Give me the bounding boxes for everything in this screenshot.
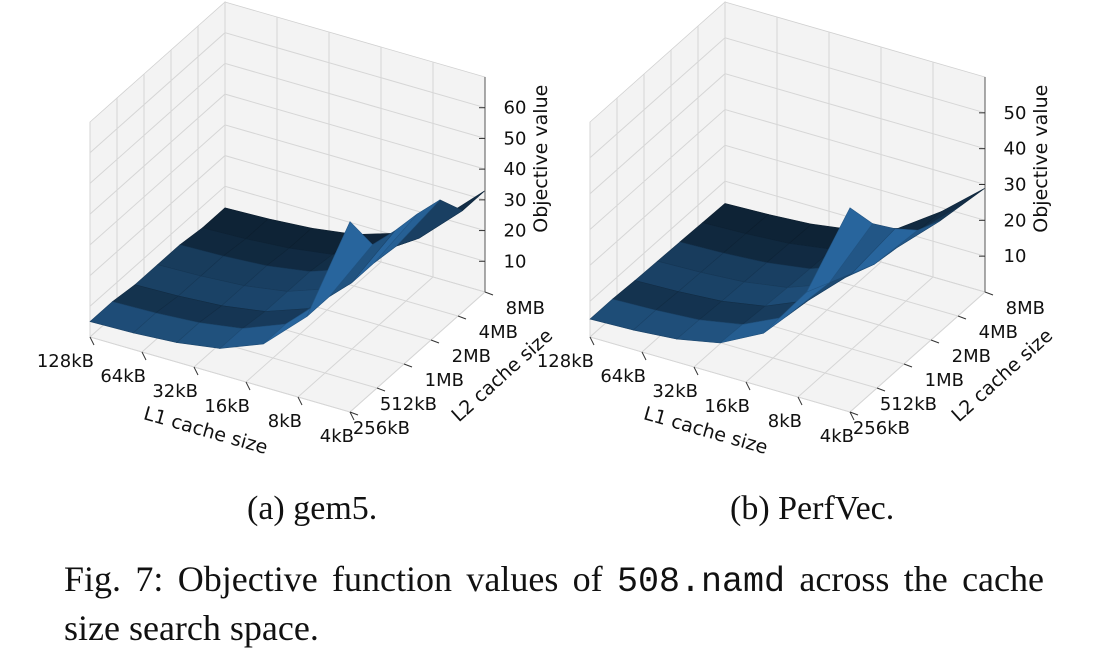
grid-line: [89, 62, 486, 184]
l1-tick-label: 32kB: [652, 381, 698, 402]
l1-tick: [193, 366, 199, 376]
grid-line: [89, 93, 486, 215]
l1-tick-label: 4kB: [820, 426, 854, 447]
l1-tick-label: 64kB: [600, 366, 646, 387]
l2-tick-label: 4MB: [479, 322, 518, 343]
l2-tick-label: 8MB: [506, 298, 545, 319]
l2-tick: [957, 315, 967, 320]
l1-tick: [89, 336, 95, 346]
caption-prefix: Fig. 7: Objective function values of: [64, 559, 618, 599]
z-tick-label: 40: [504, 159, 527, 180]
grid-line: [89, 155, 486, 276]
l1-tick: [349, 411, 355, 421]
l2-tick-label: 512kB: [380, 394, 437, 415]
l2-tick: [849, 411, 859, 416]
z-tick-label: 60: [504, 98, 527, 119]
l2-tick: [403, 363, 413, 368]
figure-caption: Fig. 7: Objective function values of 508…: [64, 556, 1044, 651]
l2-tick: [984, 291, 994, 296]
l1-tick-label: 4kB: [320, 426, 354, 447]
grid-line: [589, 37, 986, 159]
subcaption-perfvec: (b) PerfVec.: [730, 490, 895, 527]
l1-tick: [245, 381, 251, 391]
l1-tick-label: 16kB: [704, 396, 750, 417]
l2-tick-label: 256kB: [353, 418, 410, 439]
l2-tick: [349, 411, 359, 416]
caption-benchmark-name: 508.namd: [617, 562, 786, 602]
l1-tick-label: 32kB: [152, 381, 198, 402]
surface-patch: [806, 207, 873, 293]
surface-patch: [306, 221, 373, 317]
l1-tick: [641, 351, 647, 361]
z-tick-label: 30: [504, 190, 527, 211]
l1-tick: [745, 381, 751, 391]
z-tick-label: 20: [504, 221, 527, 242]
l2-tick: [930, 339, 940, 344]
l2-tick-label: 2MB: [452, 346, 491, 367]
grid-line: [89, 124, 486, 246]
l2-tick-label: 1MB: [425, 370, 464, 391]
z-tick-label: 50: [1004, 103, 1027, 124]
l1-tick: [141, 351, 147, 361]
l1-tick: [849, 411, 855, 421]
l1-tick: [297, 396, 303, 406]
l2-tick: [903, 363, 913, 368]
l1-tick-label: 128kB: [537, 351, 594, 372]
l2-tick-label: 8MB: [1006, 298, 1045, 319]
l2-tick: [457, 315, 467, 320]
grid-line: [589, 73, 986, 195]
z-tick-label: 40: [1004, 139, 1027, 160]
z-tick-label: 30: [1004, 175, 1027, 196]
l2-tick-label: 4MB: [979, 322, 1018, 343]
l2-tick: [376, 387, 386, 392]
l2-tick-label: 256kB: [853, 418, 910, 439]
grid-line: [89, 32, 486, 154]
l1-tick-label: 8kB: [768, 411, 802, 432]
l1-tick: [589, 336, 595, 346]
z-axis-title: Objective value: [530, 85, 552, 233]
z-tick-label: 20: [1004, 210, 1027, 231]
l2-tick-label: 2MB: [952, 346, 991, 367]
z-axis-title: Objective value: [1030, 85, 1052, 233]
z-tick-label: 50: [504, 128, 527, 149]
grid-line: [589, 144, 986, 266]
l2-tick-label: 1MB: [925, 370, 964, 391]
z-tick-label: 10: [1004, 246, 1027, 267]
l2-tick: [430, 339, 440, 344]
caption-suffix: across the cache size search space.: [64, 559, 1044, 648]
l2-tick-label: 512kB: [880, 394, 937, 415]
l1-tick-label: 128kB: [37, 351, 94, 372]
grid-line: [589, 108, 986, 230]
l2-tick: [876, 387, 886, 392]
subcaption-gem5: (a) gem5.: [247, 490, 378, 527]
l1-tick-label: 16kB: [204, 396, 250, 417]
l1-tick-label: 8kB: [268, 411, 302, 432]
l1-tick: [693, 366, 699, 376]
z-tick-label: 10: [504, 251, 527, 272]
l2-tick: [484, 291, 494, 296]
l1-tick-label: 64kB: [100, 366, 146, 387]
l1-tick: [797, 396, 803, 406]
